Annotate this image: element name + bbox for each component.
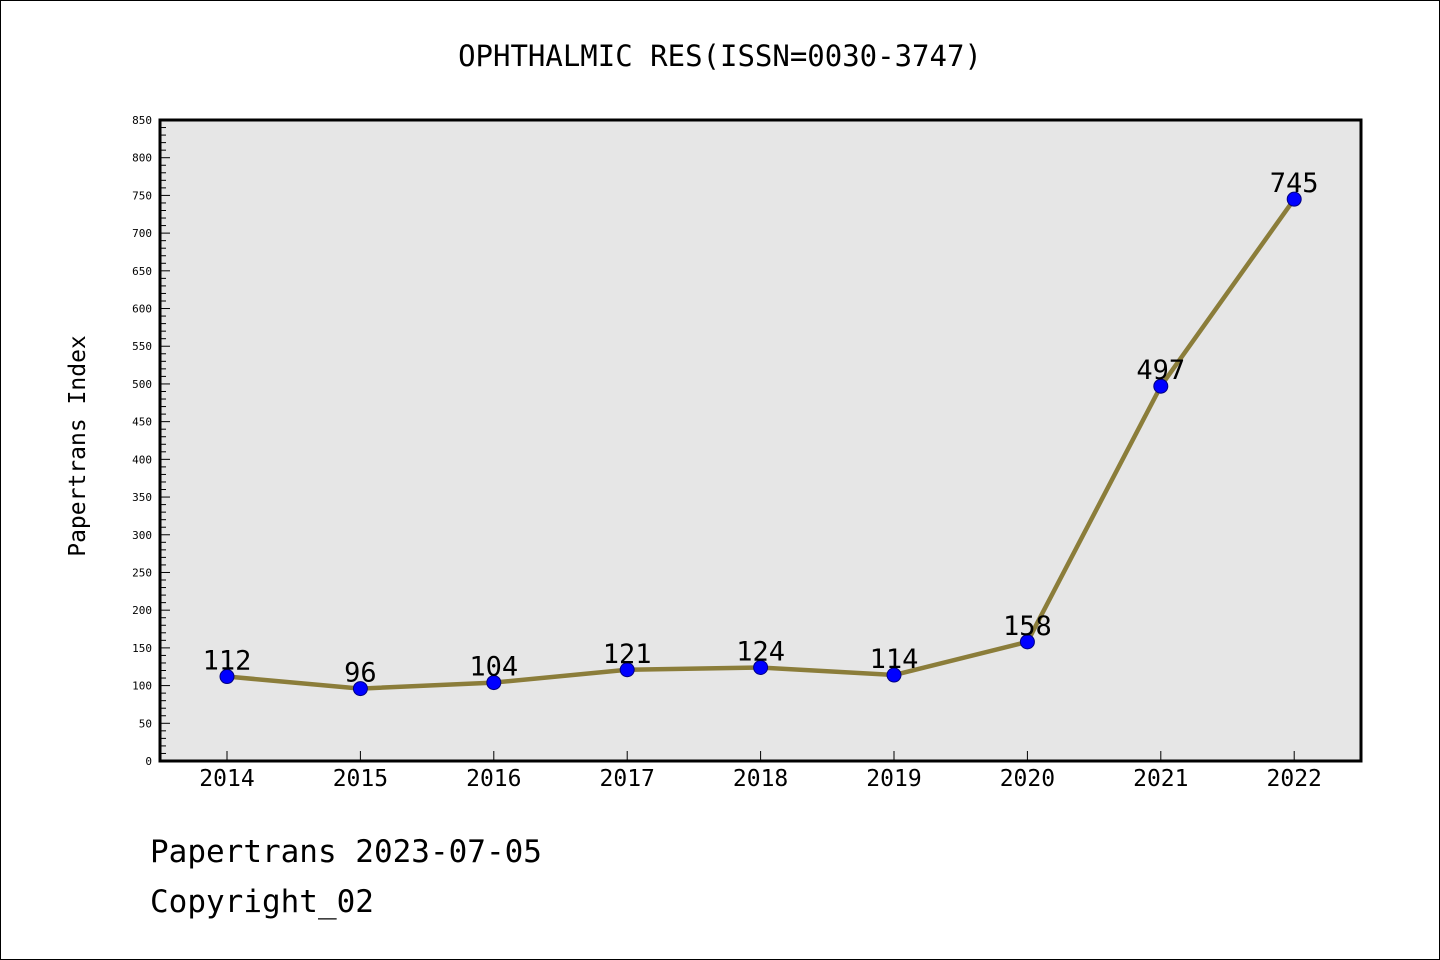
series-layer (219, 191, 1302, 697)
data-point (1153, 378, 1169, 394)
y-tick-label: 650 (132, 265, 152, 278)
y-tick-label: 200 (132, 604, 152, 617)
data-label: 745 (1270, 168, 1319, 199)
x-tick-label: 2016 (466, 766, 521, 792)
y-tick-label: 50 (139, 717, 152, 730)
data-point (753, 659, 769, 675)
plot-area (158, 118, 1363, 763)
y-tick-label: 800 (132, 152, 152, 165)
data-point (352, 681, 368, 697)
data-point (219, 669, 235, 685)
x-tick-label: 2020 (1000, 766, 1055, 792)
x-tick-label: 2021 (1133, 766, 1188, 792)
source-date-text: Papertrans 2023-07-05 (150, 834, 542, 870)
y-tick-label: 450 (132, 416, 152, 429)
y-tick-label: 0 (145, 755, 152, 768)
x-tick-label: 2014 (199, 766, 254, 792)
data-label: 104 (469, 652, 518, 683)
copyright-text: Copyright_02 (150, 884, 374, 920)
x-tick-label: 2017 (600, 766, 655, 792)
x-tick-label: 2018 (733, 766, 788, 792)
data-point (1019, 634, 1035, 650)
data-point (886, 667, 902, 683)
chart-title: OPHTHALMIC RES(ISSN=0030-3747) (458, 39, 982, 73)
data-point (619, 662, 635, 678)
x-tick-label: 2015 (333, 766, 388, 792)
data-label: 124 (736, 636, 785, 667)
data-label: 121 (603, 639, 652, 670)
y-tick-label: 600 (132, 303, 152, 316)
y-axis: 0 50 100 150 200 250 300 350 400 450 500 550 600 650 7… (132, 114, 170, 768)
data-label: 112 (203, 646, 252, 677)
y-tick-label: 700 (132, 227, 152, 240)
y-tick-label: 400 (132, 453, 152, 466)
data-label: 96 (344, 658, 377, 689)
data-label: 114 (870, 644, 919, 675)
y-tick-label: 150 (132, 642, 152, 655)
y-tick-label: 550 (132, 340, 152, 353)
x-tick-label: 2019 (866, 766, 921, 792)
y-tick-label: 500 (132, 378, 152, 391)
y-tick-label: 850 (132, 114, 152, 127)
x-axis: 2014 2015 2016 2017 2018 2019 2020 2021 2022 (199, 751, 1322, 792)
x-tick-label: 2022 (1267, 766, 1322, 792)
y-tick-label: 350 (132, 491, 152, 504)
data-label: 497 (1136, 355, 1185, 386)
y-axis-label: Papertrans Index (65, 335, 91, 557)
y-tick-label: 250 (132, 566, 152, 579)
y-tick-label: 750 (132, 189, 152, 202)
data-point (1286, 191, 1302, 207)
data-point (486, 675, 502, 691)
data-label: 158 (1003, 611, 1052, 642)
y-tick-label: 100 (132, 680, 152, 693)
y-tick-label: 300 (132, 529, 152, 542)
data-labels: 112 96 104 121 124 114 158 497 745 (203, 168, 1319, 688)
